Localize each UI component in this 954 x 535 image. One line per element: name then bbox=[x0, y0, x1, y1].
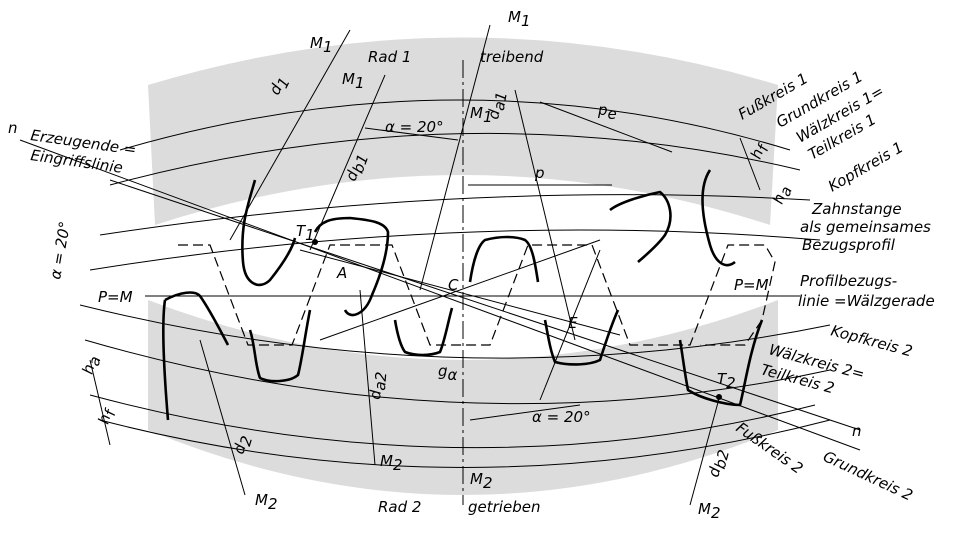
label-rad2: Rad 2 bbox=[378, 498, 421, 516]
label-m2-mid: M2 bbox=[380, 452, 403, 474]
ray-right-gear2 bbox=[539, 249, 601, 401]
gear1-tooth-right bbox=[609, 190, 672, 263]
label-n-right: n bbox=[852, 422, 862, 440]
label-p: p bbox=[534, 164, 545, 182]
line-of-action-2 bbox=[109, 179, 861, 431]
label-n-left: n bbox=[8, 119, 18, 137]
label-gemeinsames: als gemeinsames bbox=[800, 218, 931, 236]
label-waelzgerade: linie =Wälzgerade bbox=[798, 292, 935, 310]
grundkreis-1-arc bbox=[109, 132, 801, 186]
label-alpha-left: α = 20° bbox=[46, 220, 74, 281]
tooth-flank-line-2 bbox=[319, 239, 601, 341]
gear2-tooth-left bbox=[162, 291, 230, 421]
gear1-tooth-far-right bbox=[701, 169, 736, 267]
ray-da2 bbox=[359, 289, 376, 466]
label-alpha-top: α = 20° bbox=[385, 118, 444, 136]
label-t1: T1 bbox=[296, 222, 315, 244]
label-point-e: E bbox=[568, 314, 578, 332]
label-treibend: treibend bbox=[480, 48, 544, 66]
label-pe: pe bbox=[597, 101, 617, 123]
gear1-tooth-left-inner bbox=[313, 216, 390, 317]
ray-da1 bbox=[419, 24, 491, 291]
gear2-tooth-fourth bbox=[543, 309, 620, 366]
waelzkreis-1-arc bbox=[99, 194, 811, 236]
gear2-tooth-middle bbox=[393, 307, 454, 357]
label-m1-top: M1 bbox=[508, 8, 531, 30]
label-m2-left: M2 bbox=[255, 491, 278, 513]
ray-da1-2 bbox=[514, 89, 576, 341]
label-point-a: A bbox=[336, 264, 347, 282]
label-db2: db2 bbox=[704, 447, 733, 480]
fusskreis-2-arc bbox=[89, 394, 816, 449]
label-ha-left: ha bbox=[78, 353, 104, 377]
gear1-tooth-left bbox=[241, 179, 297, 287]
label-m1-mid: M1 bbox=[342, 70, 365, 92]
rack-reference-profile bbox=[178, 244, 776, 346]
label-pm-right: P=M bbox=[734, 276, 769, 294]
alpha-top-dim bbox=[364, 127, 459, 141]
kopfkreis-2-arc bbox=[79, 304, 831, 359]
gear2-tooth-second bbox=[248, 309, 312, 383]
waelzkreis-2-arc bbox=[84, 339, 831, 405]
label-t2: T2 bbox=[717, 370, 736, 392]
label-m2-right: M2 bbox=[698, 500, 721, 522]
hf-left-dim bbox=[89, 359, 111, 446]
label-getrieben: getrieben bbox=[468, 498, 540, 516]
label-m1-left: M1 bbox=[310, 34, 333, 56]
tooth-flank-line bbox=[299, 249, 621, 336]
ray-db1 bbox=[309, 74, 386, 251]
alpha-bottom-dim bbox=[469, 404, 581, 421]
ray-d1 bbox=[229, 29, 351, 241]
point-t1 bbox=[312, 239, 318, 245]
label-rad1: Rad 1 bbox=[368, 48, 411, 66]
gear2-tooth-right bbox=[678, 319, 764, 407]
label-m1-centre: M1 bbox=[470, 104, 493, 126]
label-kopfkreis-2: Kopfkreis 2 bbox=[829, 321, 914, 360]
gear1-tooth-middle bbox=[468, 235, 540, 283]
label-da1: da1 bbox=[484, 90, 511, 122]
fusskreis-1-arc bbox=[119, 99, 791, 151]
label-da2: da2 bbox=[366, 371, 390, 401]
pe-dim bbox=[539, 101, 673, 153]
label-g-alpha: gα bbox=[438, 362, 458, 384]
label-profilbezugs: Profilbezugs- bbox=[800, 272, 897, 290]
label-alpha-bottom: α = 20° bbox=[532, 408, 591, 426]
label-grundkreis-2: Grundkreis 2 bbox=[820, 447, 915, 504]
label-ha-right: ha bbox=[769, 183, 796, 208]
ray-d2 bbox=[199, 339, 246, 496]
label-m2-centre: M2 bbox=[470, 470, 493, 492]
label-zahnstange: Zahnstange bbox=[811, 200, 902, 218]
label-bezugsprofil: Bezugsprofil bbox=[802, 236, 896, 254]
gear2-band bbox=[148, 300, 778, 495]
grundkreis-2-arc bbox=[99, 419, 831, 468]
label-db1: db1 bbox=[342, 150, 372, 184]
point-t2 bbox=[716, 394, 722, 400]
hf-right-dim bbox=[739, 137, 761, 191]
kopfkreis-1-arc bbox=[89, 229, 821, 271]
label-point-c: C bbox=[448, 276, 459, 294]
label-pm-left: P=M bbox=[98, 288, 133, 306]
ray-db2 bbox=[689, 394, 721, 506]
